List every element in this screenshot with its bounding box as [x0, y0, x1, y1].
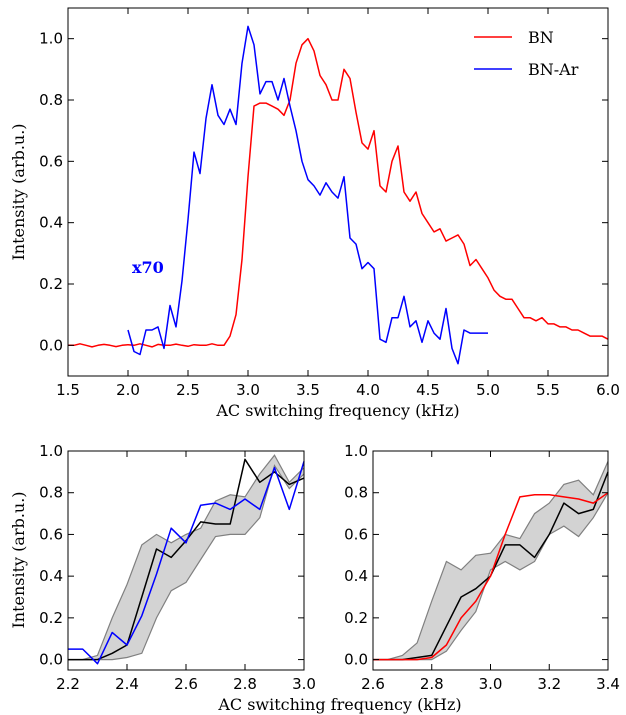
x-tick-label: 2.8 — [233, 675, 257, 693]
y-tick-label: 0.8 — [39, 91, 63, 109]
x-tick-label: 2.4 — [115, 675, 139, 693]
series-line-1 — [68, 461, 305, 665]
series-line-bn — [68, 37, 609, 348]
y-tick-label: 1.0 — [39, 442, 63, 460]
y-tick-label: 1.0 — [344, 442, 368, 460]
scale-annotation: x70 — [132, 258, 164, 277]
band-lower-line — [68, 464, 305, 661]
legend-label-bn: BN — [528, 28, 554, 47]
y-tick-label: 0.2 — [344, 609, 368, 627]
x-tick-label: 5.5 — [536, 381, 560, 399]
left-plot-frame — [67, 450, 305, 671]
right-plot-frame — [372, 450, 609, 671]
main-panel: 1.5 2.0 2.5 3.0 3.5 4.0 4.5 5.0 5.5 6.0 0.0 0.2 0.4 0… — [9, 7, 620, 420]
x-tick-label: 2.6 — [174, 675, 198, 693]
y-tick-label: 0.0 — [39, 651, 63, 669]
x-tick-label: 2.0 — [116, 381, 140, 399]
x-tick-label: 1.5 — [56, 381, 80, 399]
x-tick-label: 2.6 — [361, 675, 385, 693]
y-tick-label: 0.4 — [344, 567, 368, 585]
x-tick-label: 3.2 — [537, 675, 561, 693]
series-line-bn-ar — [127, 25, 488, 365]
series-line-0 — [68, 458, 305, 661]
inset-left-panel: 2.2 2.4 2.6 2.8 3.0 0.0 0.2 0.4 0.6 0.8 1.0 Intens… — [9, 442, 316, 693]
band-upper-line — [68, 454, 305, 661]
y-tick-label: 0.4 — [39, 214, 63, 232]
left-y-axis-label: Intensity (arb.u.) — [9, 491, 28, 628]
legend: BN BN-Ar — [474, 28, 579, 79]
legend-label-bn-ar: BN-Ar — [528, 60, 579, 79]
y-tick-label: 0.2 — [39, 609, 63, 627]
inset-right-panel: 2.6 2.8 3.0 3.2 3.4 0.0 0.2 0.4 0.6 0.8 1.0 AC swi… — [217, 442, 620, 714]
main-x-axis-label: AC switching frequency (kHz) — [215, 401, 459, 420]
x-tick-label: 2.2 — [56, 675, 80, 693]
y-tick-label: 0.6 — [39, 525, 63, 543]
y-tick-label: 0.6 — [39, 152, 63, 170]
y-tick-label: 0.8 — [39, 484, 63, 502]
y-tick-label: 0.0 — [344, 651, 368, 669]
x-tick-label: 4.5 — [416, 381, 440, 399]
main-plot-frame — [67, 7, 609, 377]
y-tick-label: 0.0 — [39, 336, 63, 354]
x-tick-label: 3.0 — [236, 381, 260, 399]
main-y-axis-label: Intensity (arb.u.) — [9, 123, 28, 260]
band-upper-line — [373, 461, 609, 661]
x-tick-label: 2.8 — [420, 675, 444, 693]
y-tick-label: 0.2 — [39, 275, 63, 293]
y-tick-label: 1.0 — [39, 30, 63, 48]
series-line-1 — [373, 492, 609, 661]
x-tick-label: 6.0 — [596, 381, 620, 399]
x-tick-label: 5.0 — [476, 381, 500, 399]
bottom-x-axis-label: AC switching frequency (kHz) — [217, 695, 461, 714]
x-tick-label: 2.5 — [176, 381, 200, 399]
uncertainty-band — [373, 461, 608, 660]
x-tick-label: 3.0 — [292, 675, 316, 693]
y-tick-label: 0.8 — [344, 484, 368, 502]
x-tick-label: 4.0 — [356, 381, 380, 399]
y-tick-label: 0.4 — [39, 567, 63, 585]
x-tick-label: 3.4 — [596, 675, 620, 693]
y-tick-label: 0.6 — [344, 525, 368, 543]
x-tick-label: 3.0 — [479, 675, 503, 693]
x-tick-label: 3.5 — [296, 381, 320, 399]
uncertainty-band — [68, 455, 304, 660]
